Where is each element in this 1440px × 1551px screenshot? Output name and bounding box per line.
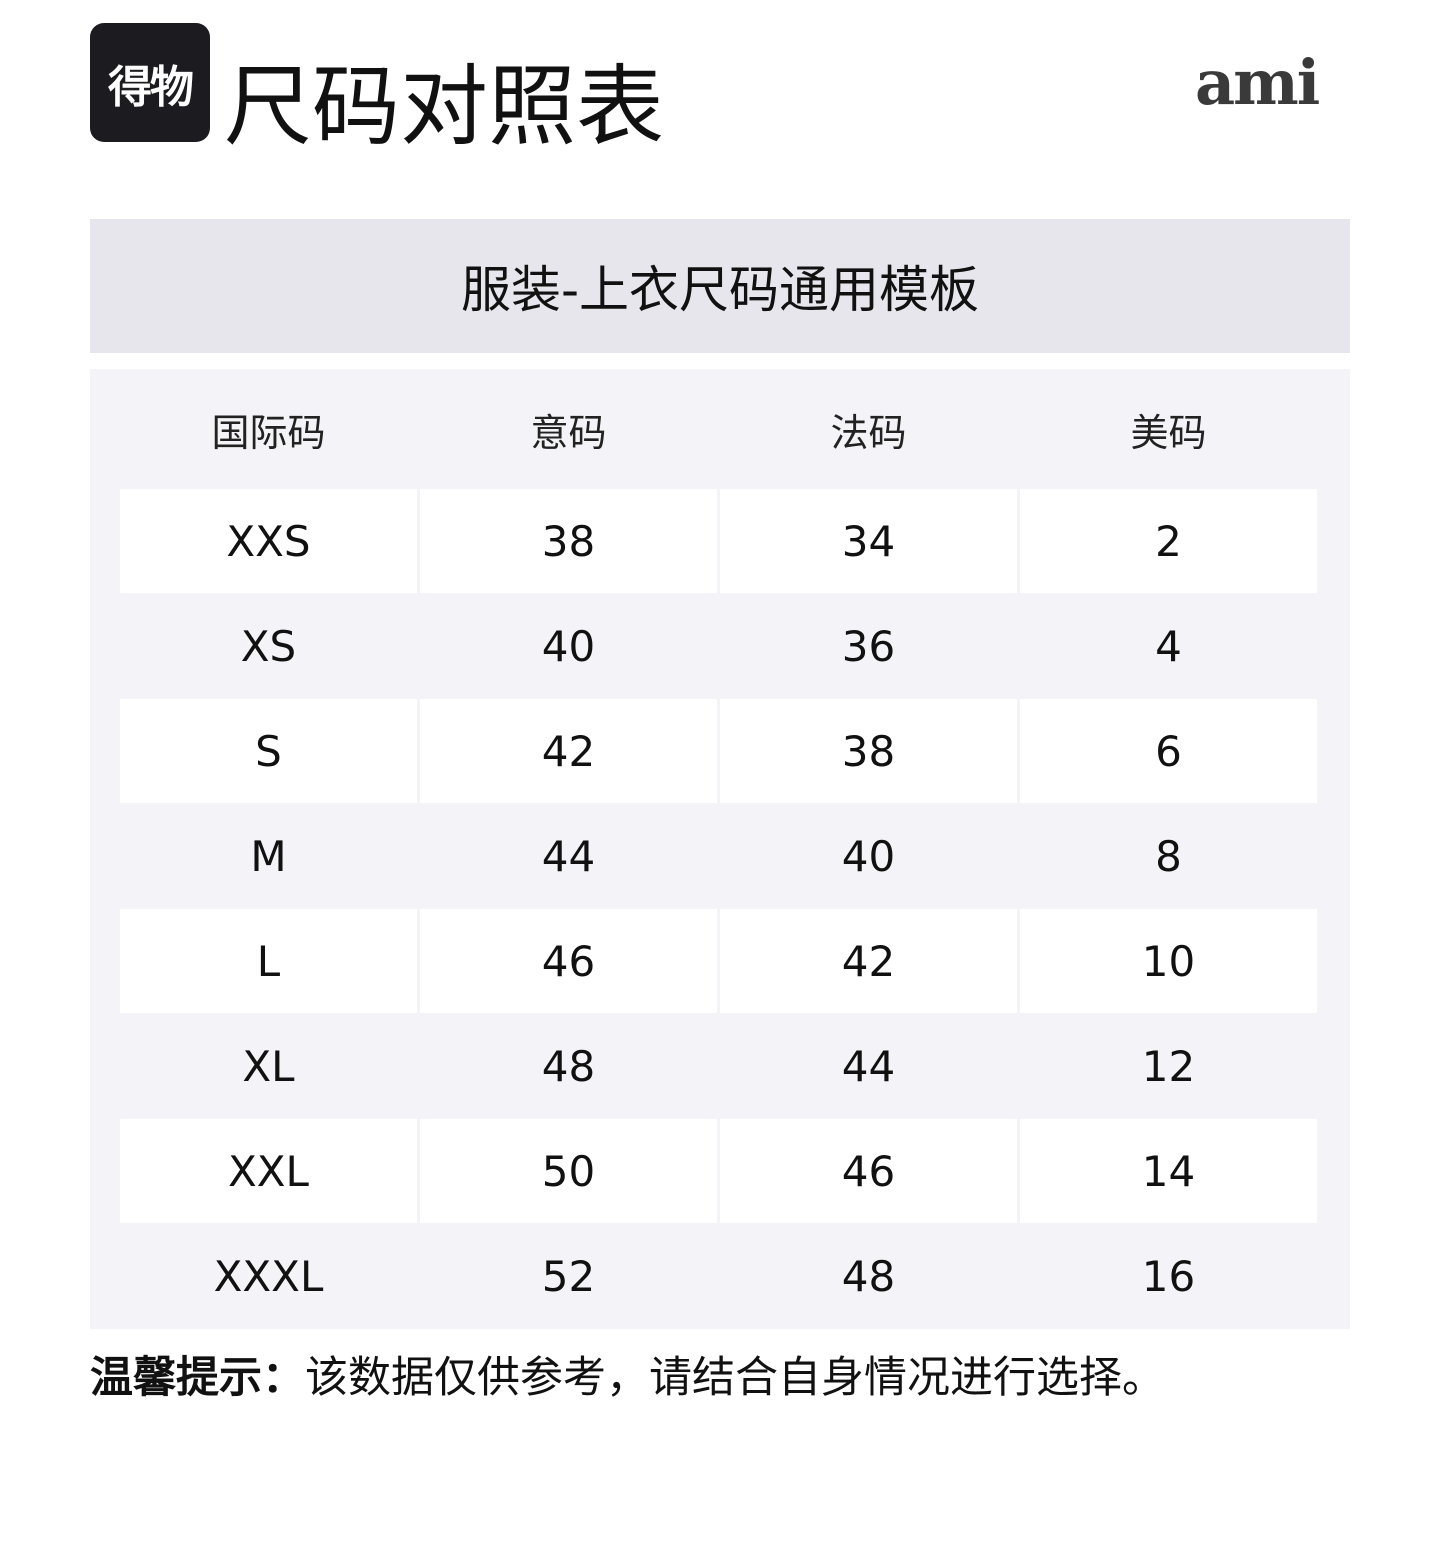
table-cell: 50 bbox=[420, 1119, 717, 1223]
table-row: XS 40 36 4 bbox=[120, 594, 1317, 698]
table-cell: 14 bbox=[1020, 1119, 1317, 1223]
brand-logo: ami bbox=[1195, 46, 1320, 119]
table-row: XXL 50 46 14 bbox=[120, 1119, 1317, 1223]
table-cell: 48 bbox=[841, 1251, 896, 1301]
table-cell: XL bbox=[242, 1041, 295, 1091]
table-cell: XXS bbox=[120, 489, 417, 593]
table-cell: 36 bbox=[841, 621, 896, 671]
table-cell: 46 bbox=[720, 1119, 1017, 1223]
table-row: XXXL 52 48 16 bbox=[120, 1224, 1317, 1328]
column-header: 美码 bbox=[1130, 410, 1207, 455]
column-header: 国际码 bbox=[211, 410, 326, 455]
table-cell: 42 bbox=[420, 699, 717, 803]
table-header: 国际码 意码 法码 美码 bbox=[120, 369, 1317, 489]
table-cell: M bbox=[250, 831, 287, 881]
column-header: 意码 bbox=[530, 410, 607, 455]
tip-label: 温馨提示： bbox=[90, 1353, 305, 1403]
table-cell: XXXL bbox=[213, 1251, 324, 1301]
table-cell: XS bbox=[240, 621, 297, 671]
table-cell: 10 bbox=[1020, 909, 1317, 1013]
column-header: 法码 bbox=[830, 410, 907, 455]
table-cell: 6 bbox=[1020, 699, 1317, 803]
table-cell: 46 bbox=[420, 909, 717, 1013]
table-row: S 42 38 6 bbox=[120, 699, 1317, 803]
template-banner: 服装-上衣尺码通用模板 bbox=[90, 219, 1350, 353]
table-cell: 38 bbox=[420, 489, 717, 593]
table-cell: XXL bbox=[120, 1119, 417, 1223]
table-cell: 16 bbox=[1141, 1251, 1196, 1301]
table-cell: 52 bbox=[541, 1251, 596, 1301]
table-cell: 34 bbox=[720, 489, 1017, 593]
table-row: XXS 38 34 2 bbox=[120, 489, 1317, 593]
table-cell: 44 bbox=[841, 1041, 896, 1091]
table-cell: 12 bbox=[1141, 1041, 1196, 1091]
table-cell: 2 bbox=[1020, 489, 1317, 593]
page-title: 尺码对照表 bbox=[224, 55, 665, 158]
tip: 温馨提示：该数据仅供参考，请结合自身情况进行选择。 bbox=[90, 1348, 1165, 1408]
table-row: L 46 42 10 bbox=[120, 909, 1317, 1013]
table-cell: L bbox=[120, 909, 417, 1013]
size-table: 国际码 意码 法码 美码 XXS 38 34 2 XS 40 36 4 S 42 38 6 M 44 40 8… bbox=[90, 369, 1350, 1329]
tip-text: 该数据仅供参考，请结合自身情况进行选择。 bbox=[305, 1353, 1165, 1403]
table-cell: 4 bbox=[1155, 621, 1182, 671]
table-cell: 40 bbox=[541, 621, 596, 671]
table-cell: S bbox=[120, 699, 417, 803]
table-cell: 8 bbox=[1155, 831, 1182, 881]
table-cell: 40 bbox=[841, 831, 896, 881]
table-cell: 38 bbox=[720, 699, 1017, 803]
table-cell: 48 bbox=[541, 1041, 596, 1091]
table-row: XL 48 44 12 bbox=[120, 1014, 1317, 1118]
dewu-logo: 得物 bbox=[90, 23, 210, 142]
table-row: M 44 40 8 bbox=[120, 804, 1317, 908]
table-cell: 42 bbox=[720, 909, 1017, 1013]
table-cell: 44 bbox=[541, 831, 596, 881]
